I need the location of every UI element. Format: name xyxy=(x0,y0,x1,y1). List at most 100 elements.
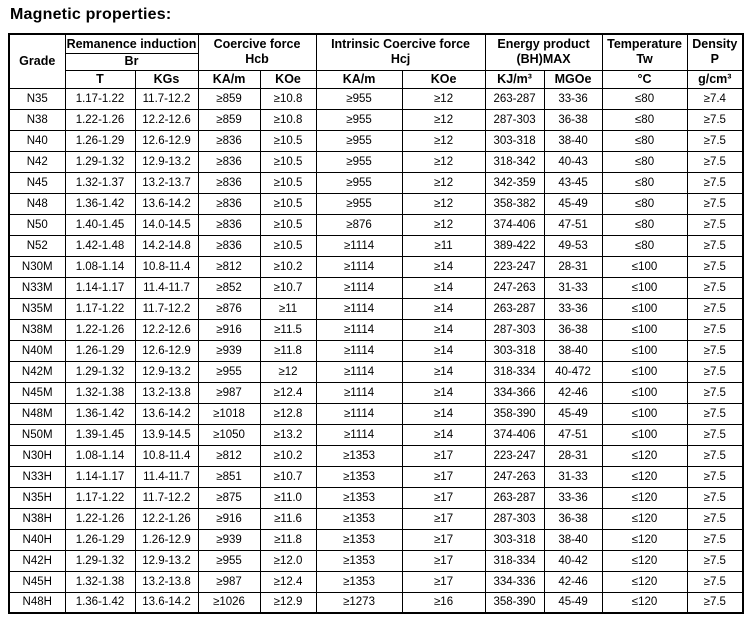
value-cell: 1.36-1.42 xyxy=(64,402,136,425)
value-cell: ≥14 xyxy=(401,381,486,404)
grade-cell: N30H xyxy=(8,444,66,467)
header-intrinsic-coercive-force-symbol: Hcj xyxy=(390,52,411,67)
grade-cell: N38 xyxy=(8,108,66,131)
value-cell: ≥10.7 xyxy=(259,276,317,299)
value-cell: 28-31 xyxy=(543,255,603,278)
value-cell: 1.36-1.42 xyxy=(64,192,136,215)
value-cell: ≥7.5 xyxy=(686,381,744,404)
value-cell: ≥955 xyxy=(315,129,403,152)
table-row: N38 1.22-1.26 12.2-12.6 ≥859 ≥10.8 ≥955 ≥12 287… xyxy=(8,108,744,131)
value-cell: ≥859 xyxy=(197,87,261,110)
value-cell: ≥7.5 xyxy=(686,360,744,383)
value-cell: 13.2-13.7 xyxy=(134,171,199,194)
value-cell: ≥10.8 xyxy=(259,87,317,110)
value-cell: ≥12.0 xyxy=(259,549,317,572)
value-cell: ≥851 xyxy=(197,465,261,488)
grade-cell: N48H xyxy=(8,591,66,614)
value-cell: 45-49 xyxy=(543,402,603,425)
value-cell: ≥939 xyxy=(197,528,261,551)
value-cell: ≥812 xyxy=(197,444,261,467)
value-cell: 1.22-1.26 xyxy=(64,108,136,131)
table-row: N40 1.26-1.29 12.6-12.9 ≥836 ≥10.5 ≥955 ≥12 303… xyxy=(8,129,744,152)
value-cell: ≤100 xyxy=(601,381,688,404)
value-cell: ≥7.5 xyxy=(686,549,744,572)
table-row: N50 1.40-1.45 14.0-14.5 ≥836 ≥10.5 ≥876 ≥12 374… xyxy=(8,213,744,236)
value-cell: 1.14-1.17 xyxy=(64,276,136,299)
value-cell: ≥14 xyxy=(401,339,486,362)
header-units-row: T KGs KA/m KOe KA/m KOe KJ/m³ MGOe °C g/… xyxy=(9,69,744,89)
value-cell: 13.9-14.5 xyxy=(134,423,199,446)
value-cell: 303-318 xyxy=(484,129,545,152)
value-cell: 1.42-1.48 xyxy=(64,234,136,257)
value-cell: ≥10.5 xyxy=(259,129,317,152)
table-row: N48M 1.36-1.42 13.6-14.2 ≥1018 ≥12.8 ≥1114 ≥14… xyxy=(8,402,744,425)
header-density: Density P xyxy=(686,33,744,71)
page-title: Magnetic properties: xyxy=(10,6,172,23)
value-cell: ≤80 xyxy=(601,129,688,152)
value-cell: 33-36 xyxy=(543,87,603,110)
value-cell: ≥12 xyxy=(401,213,486,236)
table-row: N40M 1.26-1.29 12.6-12.9 ≥939 ≥11.8 ≥1114 ≥14 3… xyxy=(8,339,744,362)
value-cell: 287-303 xyxy=(484,318,545,341)
value-cell: ≥1114 xyxy=(315,402,403,425)
value-cell: ≥17 xyxy=(401,507,486,530)
value-cell: 1.26-1.29 xyxy=(64,528,136,551)
value-cell: ≤80 xyxy=(601,192,688,215)
value-cell: 42-46 xyxy=(543,381,603,404)
value-cell: ≤120 xyxy=(601,507,688,530)
value-cell: ≤80 xyxy=(601,171,688,194)
value-cell: 223-247 xyxy=(484,255,545,278)
grade-cell: N45H xyxy=(8,570,66,593)
value-cell: ≤120 xyxy=(601,444,688,467)
table-row: N38M 1.22-1.26 12.2-12.6 ≥916 ≥11.5 ≥1114 ≥14 2… xyxy=(8,318,744,341)
value-cell: 1.17-1.22 xyxy=(64,486,136,509)
value-cell: 12.2-1.26 xyxy=(134,507,199,530)
value-cell: ≤80 xyxy=(601,213,688,236)
grade-cell: N35H xyxy=(8,486,66,509)
table-row: N45H 1.32-1.38 13.2-13.8 ≥987 ≥12.4 ≥1353 ≥17 3… xyxy=(8,570,744,593)
grade-cell: N50 xyxy=(8,213,66,236)
value-cell: 43-45 xyxy=(543,171,603,194)
value-cell: ≤100 xyxy=(601,360,688,383)
value-cell: ≥916 xyxy=(197,318,261,341)
value-cell: 263-287 xyxy=(484,297,545,320)
value-cell: 223-247 xyxy=(484,444,545,467)
value-cell: ≥812 xyxy=(197,255,261,278)
value-cell: 36-38 xyxy=(543,108,603,131)
value-cell: ≥7.5 xyxy=(686,486,744,509)
value-cell: ≥7.5 xyxy=(686,339,744,362)
value-cell: 1.17-1.22 xyxy=(64,297,136,320)
value-cell: ≥1114 xyxy=(315,339,403,362)
value-cell: ≥7.5 xyxy=(686,234,744,257)
value-cell: ≥17 xyxy=(401,465,486,488)
header-coercive-force-name: Coercive force xyxy=(213,37,301,52)
value-cell: 33-36 xyxy=(543,486,603,509)
value-cell: ≥11.6 xyxy=(259,507,317,530)
value-cell: ≤120 xyxy=(601,591,688,614)
value-cell: 334-336 xyxy=(484,570,545,593)
grade-cell: N50M xyxy=(8,423,66,446)
value-cell: 1.17-1.22 xyxy=(64,87,136,110)
value-cell: 342-359 xyxy=(484,171,545,194)
table-row: N40H 1.26-1.29 1.26-12.9 ≥939 ≥11.8 ≥1353 ≥17 3… xyxy=(8,528,744,551)
value-cell: 358-390 xyxy=(484,402,545,425)
unit-kam-hcb: KA/m xyxy=(197,69,261,89)
value-cell: 287-303 xyxy=(484,108,545,131)
value-cell: 1.39-1.45 xyxy=(64,423,136,446)
value-cell: ≥1353 xyxy=(315,570,403,593)
value-cell: 1.36-1.42 xyxy=(64,591,136,614)
value-cell: ≤100 xyxy=(601,276,688,299)
value-cell: ≥11.8 xyxy=(259,339,317,362)
value-cell: 1.29-1.32 xyxy=(64,360,136,383)
value-cell: 40-42 xyxy=(543,549,603,572)
table-row: N35M 1.17-1.22 11.7-12.2 ≥876 ≥11 ≥1114 ≥14 263… xyxy=(8,297,744,320)
value-cell: 318-334 xyxy=(484,549,545,572)
value-cell: ≥7.5 xyxy=(686,570,744,593)
value-cell: 1.29-1.32 xyxy=(64,150,136,173)
value-cell: ≥17 xyxy=(401,549,486,572)
grade-cell: N40 xyxy=(8,129,66,152)
value-cell: ≥1353 xyxy=(315,465,403,488)
value-cell: ≥11 xyxy=(401,234,486,257)
header-density-name: Density xyxy=(692,37,738,52)
value-cell: ≤80 xyxy=(601,150,688,173)
